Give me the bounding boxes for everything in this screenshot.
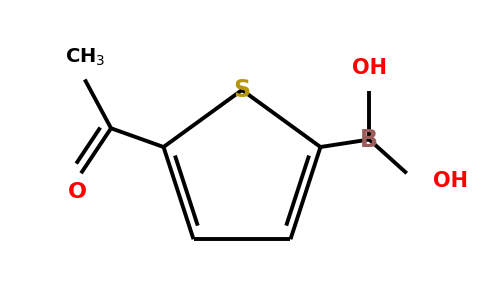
Text: B: B (360, 128, 378, 152)
Text: OH: OH (433, 171, 468, 191)
Text: OH: OH (352, 58, 387, 78)
Text: CH$_3$: CH$_3$ (64, 46, 105, 68)
Text: O: O (68, 182, 87, 202)
Text: S: S (233, 78, 251, 102)
